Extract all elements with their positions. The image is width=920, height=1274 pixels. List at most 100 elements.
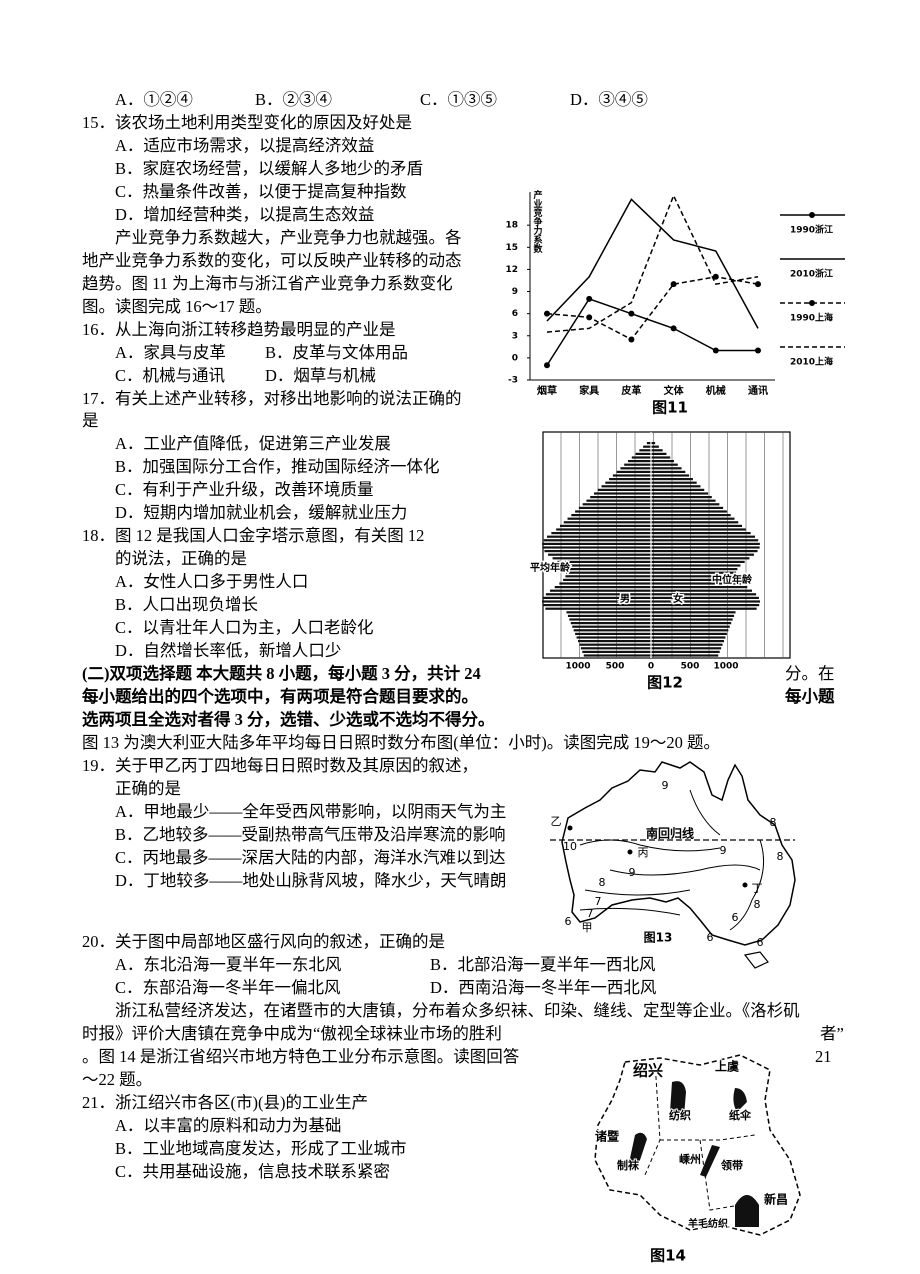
point <box>544 362 550 369</box>
map-label: 9 <box>662 779 669 792</box>
text-line: B．家庭农场经营，以缓解人多地少的矛盾 <box>115 159 424 178</box>
map-label: 绍兴 <box>633 1062 663 1080</box>
legend-marker <box>809 300 815 306</box>
point <box>586 295 593 302</box>
x-tick-label: 烟草 <box>537 384 557 397</box>
y-tick-label: 3 <box>512 331 518 341</box>
map-label: 上虞 <box>715 1059 739 1074</box>
map-label: 9 <box>720 844 727 857</box>
legend-marker <box>809 212 815 218</box>
map-label: 8 <box>754 898 761 911</box>
text-line: D．西南沿海一冬半年一西北风 <box>430 978 657 997</box>
figure-label: 平均年龄 <box>530 561 571 574</box>
series-line <box>546 276 759 341</box>
text-line: 产业竞争力系数越大，产业竞争力也就越强。各 <box>115 228 462 247</box>
text-line: B．乙地较多——受副热带高气压带及沿岸寒流的影响 <box>115 825 506 844</box>
map-label: 丙 <box>638 846 649 859</box>
text-line: B．②③④ <box>255 90 333 109</box>
text-line: A．以丰富的原料和动力为基础 <box>115 1116 342 1135</box>
map-label: 南回归线 <box>646 826 694 841</box>
text-line: 趋势。图 11 为上海市与浙江省产业竞争力系数变化 <box>82 274 453 293</box>
text-line: D．③④⑤ <box>570 90 648 109</box>
industry-icon <box>735 1195 759 1227</box>
text-line: C．热量条件改善，以便于提高复种指数 <box>115 182 407 201</box>
figure-caption: 图12 <box>647 674 683 692</box>
map-label: 纸伞 <box>729 1108 752 1122</box>
map-label: 新昌 <box>764 1192 788 1207</box>
point <box>628 310 635 317</box>
map-label: 纺织 <box>669 1108 691 1122</box>
x-tick-label: 1000 <box>565 662 590 672</box>
isoline <box>729 839 765 931</box>
point <box>712 347 719 354</box>
legend-label: 1990上海 <box>790 312 833 324</box>
text-line: 17．有关上述产业转移，对移出地影响的说法正确的 <box>82 389 462 408</box>
y-tick-label: 18 <box>505 221 518 231</box>
district-borders <box>644 1061 756 1211</box>
x-tick-label: 1000 <box>713 662 738 672</box>
text-line: C．共用基础设施，信息技术联系紧密 <box>115 1162 391 1181</box>
tasmania <box>743 951 769 969</box>
text-line: D．自然增长率低，新增人口少 <box>115 641 342 660</box>
map-label: 丁 <box>752 882 763 895</box>
text-line: A．适应市场需求，以提高经济效益 <box>115 136 375 155</box>
text-line: C．①③⑤ <box>420 90 498 109</box>
text-line: A．①②④ <box>115 90 193 109</box>
legend-label: 2010浙江 <box>790 268 833 280</box>
x-tick-label: 500 <box>681 662 700 672</box>
map-label: 6 <box>707 931 714 944</box>
x-tick-label: 家具 <box>579 384 599 397</box>
map-label: 诸暨 <box>595 1129 619 1144</box>
text-line: 是 <box>82 411 99 430</box>
text-line: 地产业竞争力系数的变化，可以反映产业转移的动态 <box>82 251 462 270</box>
map-label: 6 <box>757 936 764 949</box>
text-line: (二)双项选择题 本大题共 8 小题，每小题 3 分，共计 24 <box>82 664 481 683</box>
x-tick-label: 皮革 <box>620 384 641 397</box>
map-label: 甲 <box>582 921 593 934</box>
point <box>567 825 573 831</box>
text-line: 正确的是 <box>115 779 181 798</box>
point <box>670 281 677 288</box>
industry-icon <box>733 1088 747 1112</box>
text-line: B．人口出现负增长 <box>115 595 259 614</box>
map-label: 乙 <box>551 815 562 828</box>
series-line <box>546 297 758 366</box>
y-tick-label: -3 <box>508 376 518 386</box>
text-line: A．工业产值降低，促进第三产业发展 <box>115 434 391 453</box>
text-line: 者” <box>820 1024 844 1043</box>
text-line: 21．浙江绍兴市各区(市)(县)的工业生产 <box>82 1093 368 1112</box>
text-line: D．增加经营种类，以提高生态效益 <box>115 205 375 224</box>
text-line: 选两项且全选对者得 3 分，选错、少选或不选均不得分。 <box>82 710 495 729</box>
industry-icon <box>700 1145 720 1177</box>
y-tick-label: 15 <box>505 243 518 253</box>
map-label: 嵊州 <box>679 1152 701 1166</box>
figure-label: 中位年龄 <box>712 573 753 586</box>
x-tick-label: 机械 <box>706 384 726 397</box>
text-line: 每小题 <box>785 687 835 706</box>
map-label: 羊毛纺织 <box>688 1217 728 1230</box>
text-line: 的说法，正确的是 <box>115 549 247 568</box>
map-label: 8 <box>599 876 606 889</box>
figure-caption: 图13 <box>644 931 673 945</box>
text-line: B．加强国际分工合作，推动国际经济一体化 <box>115 457 440 476</box>
point <box>712 273 719 280</box>
series-line <box>546 193 759 333</box>
text-line: A．女性人口多于男性人口 <box>115 572 309 591</box>
figure-label: 女 <box>673 592 683 605</box>
text-line: 。图 14 是浙江省绍兴市地方特色工业分布示意图。读图回答 <box>82 1047 520 1066</box>
isoline <box>579 907 681 916</box>
x-tick-label: 500 <box>606 662 625 672</box>
map-label: 6 <box>565 915 572 928</box>
text-line: B．北部沿海一夏半年一西北风 <box>430 955 656 974</box>
map-label: 10 <box>563 840 577 853</box>
text-line: 时报》评价大唐镇在竞争中成为“傲视全球袜业市场的胜利 <box>82 1024 502 1043</box>
text-line: C．机械与通讯 <box>115 366 226 385</box>
text-line: 19．关于甲乙丙丁四地每日日照时数及其原因的叙述， <box>82 756 478 775</box>
text-line: A．家具与皮革 <box>115 343 226 362</box>
text-line: 浙江私营经济发达，在诸暨市的大唐镇，分布着众多织袜、印染、缝线、定型等企业。《洛… <box>115 1001 800 1020</box>
point <box>586 314 593 321</box>
map-label: 7 <box>587 907 594 920</box>
text-line: 18．图 12 是我国人口金字塔示意图，有关图 12 <box>82 526 425 545</box>
text-line: 图。读图完成 16～17 题。 <box>82 297 272 316</box>
